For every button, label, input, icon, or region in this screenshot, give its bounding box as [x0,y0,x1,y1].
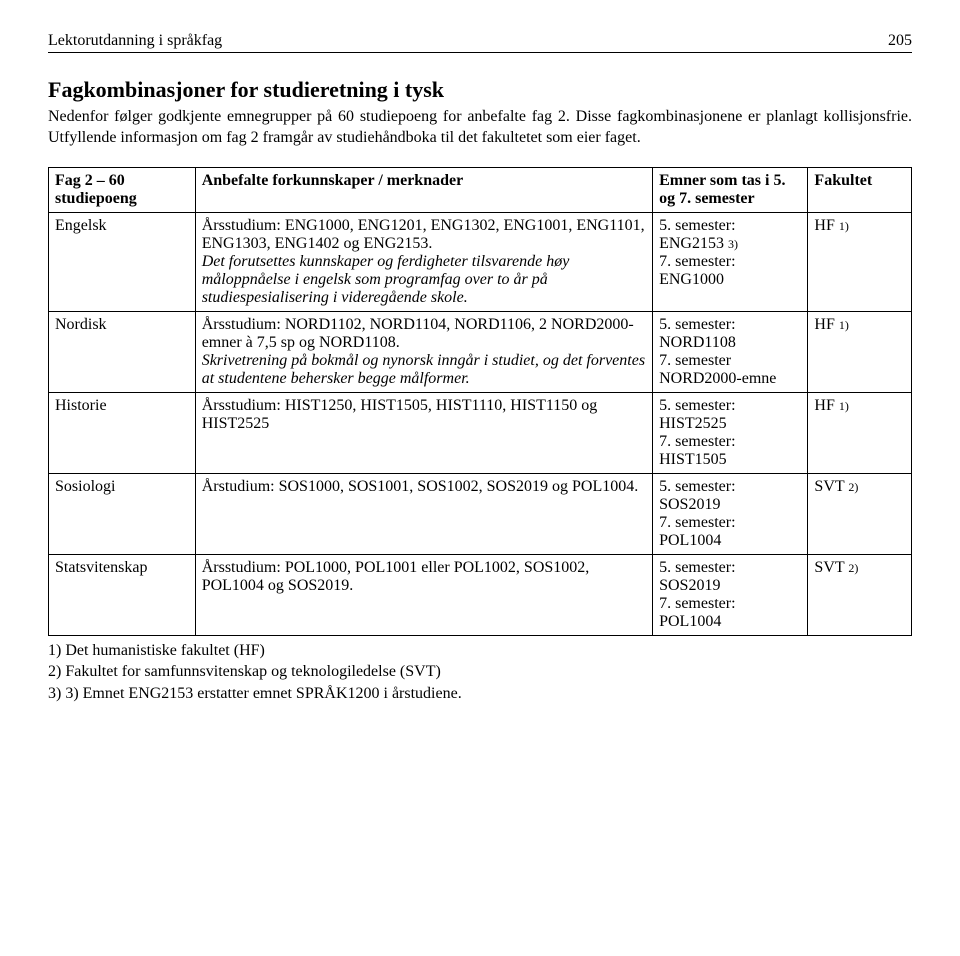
cell-emner: 5. semester: HIST2525 7. semester: HIST1… [653,392,808,473]
fagkombinasjoner-table: Fag 2 – 60 studiepoeng Anbefalte forkunn… [48,167,912,636]
cell-fakultet: HF 1) [808,212,912,311]
emner-line: 5. semester: [659,478,735,495]
emner-line: SOS2019 [659,577,720,594]
page-number: 205 [888,32,912,50]
fak-code: HF [814,316,838,333]
th-fakultet: Fakultet [808,167,912,212]
cell-emner: 5. semester: SOS2019 7. semester: POL100… [653,473,808,554]
emner-line: ENG2153 [659,235,728,252]
cell-fakultet: SVT 2) [808,554,912,635]
emner-line: POL1004 [659,613,721,630]
fak-code: HF [814,397,838,414]
emner-line: HIST1505 [659,451,727,468]
emner-line: 7. semester: [659,514,735,531]
desc-plain: Årsstudium: NORD1102, NORD1104, NORD1106… [202,316,634,351]
footnote-2: 2) Fakultet for samfunnsvitenskap og tek… [48,661,912,683]
fak-note: 2) [848,561,858,575]
emner-line: SOS2019 [659,496,720,513]
footnotes: 1) Det humanistiske fakultet (HF) 2) Fak… [48,640,912,705]
desc-plain: Årsstudium: ENG1000, ENG1201, ENG1302, E… [202,217,645,252]
cell-subject: Statsvitenskap [49,554,196,635]
fak-note: 1) [839,318,849,332]
emner-line: NORD2000-emne [659,370,776,387]
emner-line: 7. semester: [659,595,735,612]
fak-note: 1) [839,219,849,233]
table-body: Engelsk Årsstudium: ENG1000, ENG1201, EN… [49,212,912,635]
fak-note: 1) [839,399,849,413]
desc-italic: Det forutsettes kunnskaper og ferdighete… [202,253,570,306]
desc-plain: Årsstudium: HIST1250, HIST1505, HIST1110… [202,397,598,432]
cell-emner: 5. semester: SOS2019 7. semester: POL100… [653,554,808,635]
desc-italic: Skrivetrening på bokmål og nynorsk inngå… [202,352,645,387]
table-row: Historie Årsstudium: HIST1250, HIST1505,… [49,392,912,473]
running-title: Lektorutdanning i språkfag [48,32,222,50]
emner-line: 7. semester [659,352,731,369]
fak-code: SVT [814,559,848,576]
desc-plain: Årsstudium: POL1000, POL1001 eller POL10… [202,559,590,594]
emner-note: 3) [728,237,738,251]
cell-desc: Årsstudium: POL1000, POL1001 eller POL10… [195,554,652,635]
cell-fakultet: SVT 2) [808,473,912,554]
emner-line: POL1004 [659,532,721,549]
fak-note: 2) [848,480,858,494]
cell-subject: Nordisk [49,311,196,392]
cell-desc: Årsstudium: HIST1250, HIST1505, HIST1110… [195,392,652,473]
cell-desc: Årstudium: SOS1000, SOS1001, SOS1002, SO… [195,473,652,554]
cell-desc: Årsstudium: NORD1102, NORD1104, NORD1106… [195,311,652,392]
cell-emner: 5. semester: NORD1108 7. semester NORD20… [653,311,808,392]
table-row: Nordisk Årsstudium: NORD1102, NORD1104, … [49,311,912,392]
footnote-1: 1) Det humanistiske fakultet (HF) [48,640,912,662]
table-row: Statsvitenskap Årsstudium: POL1000, POL1… [49,554,912,635]
footnote-3: 3) 3) Emnet ENG2153 erstatter emnet SPRÅ… [48,683,912,705]
intro-paragraph: Nedenfor følger godkjente emnegrupper på… [48,107,912,149]
desc-plain: Årstudium: SOS1000, SOS1001, SOS1002, SO… [202,478,639,495]
emner-line: HIST2525 [659,415,727,432]
emner-line: 5. semester: [659,397,735,414]
emner-line: ENG1000 [659,271,724,288]
th-subject: Fag 2 – 60 studiepoeng [49,167,196,212]
cell-fakultet: HF 1) [808,311,912,392]
cell-subject: Sosiologi [49,473,196,554]
cell-subject: Engelsk [49,212,196,311]
emner-line: 5. semester: [659,316,735,333]
table-header-row: Fag 2 – 60 studiepoeng Anbefalte forkunn… [49,167,912,212]
th-emner: Emner som tas i 5. og 7. semester [653,167,808,212]
fak-code: HF [814,217,838,234]
emner-line: 5. semester: [659,559,735,576]
emner-line: 7. semester: [659,433,735,450]
cell-subject: Historie [49,392,196,473]
emner-line: 7. semester: [659,253,735,270]
table-row: Engelsk Årsstudium: ENG1000, ENG1201, EN… [49,212,912,311]
th-desc: Anbefalte forkunnskaper / merknader [195,167,652,212]
emner-line: NORD1108 [659,334,736,351]
table-row: Sosiologi Årstudium: SOS1000, SOS1001, S… [49,473,912,554]
section-title: Fagkombinasjoner for studieretning i tys… [48,77,912,103]
cell-desc: Årsstudium: ENG1000, ENG1201, ENG1302, E… [195,212,652,311]
emner-line: 5. semester: [659,217,735,234]
cell-emner: 5. semester: ENG2153 3) 7. semester: ENG… [653,212,808,311]
running-header: Lektorutdanning i språkfag 205 [48,32,912,53]
fak-code: SVT [814,478,848,495]
cell-fakultet: HF 1) [808,392,912,473]
